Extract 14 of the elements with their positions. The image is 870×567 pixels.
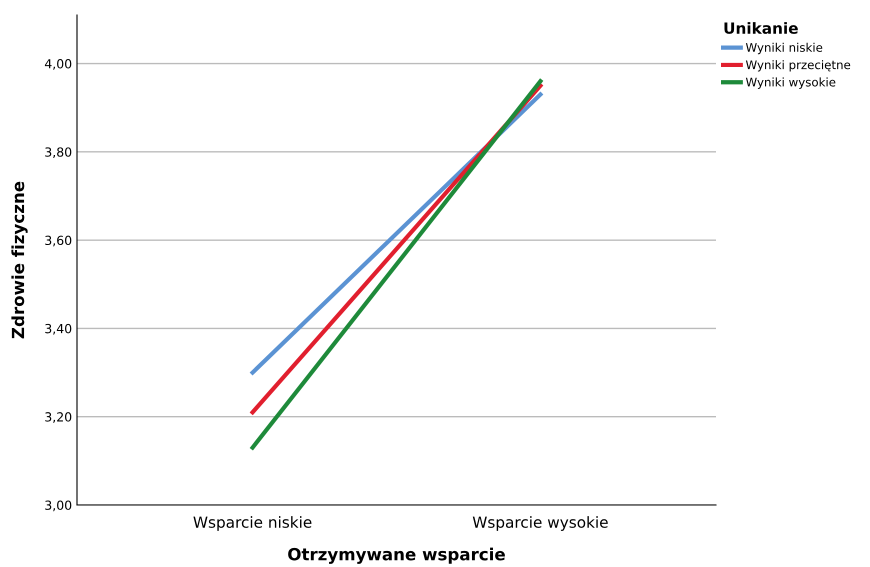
x-tick-label: Wsparcie wysokie: [472, 516, 608, 531]
y-tick-label: 4,00: [44, 59, 72, 70]
x-axis-title: Otrzymywane wsparcie: [288, 548, 505, 564]
y-tick-label: 3,40: [45, 324, 72, 335]
legend-label: Wyniki przeciętne: [746, 60, 850, 72]
y-tick-label: 3,60: [45, 236, 72, 246]
y-tick-label: 3,20: [45, 412, 72, 423]
x-tick-label: Wsparcie niskie: [193, 516, 312, 531]
legend-title: Unikanie: [724, 22, 798, 34]
y-tick-label: 3,80: [45, 147, 72, 158]
legend-label: Wyniki niskie: [746, 42, 822, 54]
legend-label: Wyniki wysokie: [746, 77, 836, 89]
y-axis-title: Zdrowie fizyczne: [11, 182, 28, 338]
y-tick-label: 3,00: [45, 500, 72, 512]
